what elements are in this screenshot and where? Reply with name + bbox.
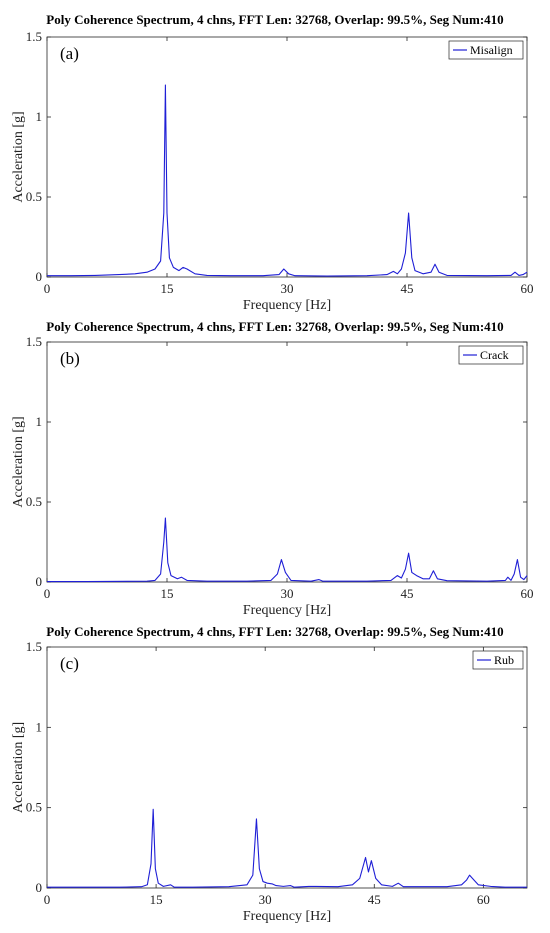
y-tick-label: 1: [36, 719, 43, 734]
y-tick-label: 1.5: [26, 29, 42, 44]
chart-svg-a: 0 15 30 45 60 0 0.5 1 1.5 Frequency [Hz] Accelerat…: [11, 29, 534, 313]
y-tick-label: 1.5: [26, 334, 42, 349]
x-axis-label: Frequency [Hz]: [243, 298, 331, 313]
y-tick-label: 0.5: [26, 189, 42, 204]
legend-label: Crack: [480, 348, 509, 362]
series-line: [47, 808, 527, 888]
chart-title: Poly Coherence Spectrum, 4 chns, FFT Len…: [46, 12, 504, 27]
x-tick-label: 60: [521, 586, 534, 601]
y-axis-label: Acceleration [g]: [11, 722, 26, 813]
x-tick-label: 30: [281, 586, 294, 601]
legend-label: Rub: [494, 653, 514, 667]
panel-letter: (b): [60, 349, 80, 368]
panel-letter: (a): [60, 44, 79, 63]
x-tick-label: 15: [161, 281, 174, 296]
x-tick-label: 0: [44, 586, 51, 601]
legend-box: [472, 650, 524, 670]
plot-frame: [46, 36, 528, 278]
y-tick-label: 1: [36, 109, 43, 124]
panel-letter: (c): [60, 654, 79, 673]
x-axis-label: Frequency [Hz]: [243, 603, 331, 618]
x-tick-label: 0: [44, 892, 51, 907]
x-tick-label: 15: [150, 892, 163, 907]
legend-label: Misalign: [470, 43, 513, 57]
panel-c: Poly Coherence Spectrum, 4 chns, FFT Len…: [0, 618, 550, 933]
y-tick-label: 0: [36, 269, 43, 284]
x-tick-label: 30: [281, 281, 294, 296]
legend-box: [448, 40, 524, 60]
y-tick-label: 0.5: [26, 800, 42, 815]
y-axis-label: Acceleration [g]: [11, 111, 26, 202]
y-tick-label: 0.5: [26, 494, 42, 509]
chart-svg-c: 0 15 30 45 60 0 0.5 1 1.5 Frequency [Hz] Accelerat…: [11, 639, 528, 924]
x-tick-label: 30: [259, 892, 272, 907]
series-line: [47, 517, 528, 583]
chart-svg-b: 0 15 30 45 60 0 0.5 1 1.5 Frequency [Hz] Accelerat…: [11, 334, 534, 618]
chart-title: Poly Coherence Spectrum, 4 chns, FFT Len…: [46, 319, 504, 334]
panel-b: Poly Coherence Spectrum, 4 chns, FFT Len…: [0, 310, 550, 618]
legend-box: [458, 345, 524, 365]
chart-title: Poly Coherence Spectrum, 4 chns, FFT Len…: [46, 624, 504, 639]
x-tick-label: 60: [477, 892, 490, 907]
x-tick-label: 60: [521, 281, 534, 296]
x-tick-label: 45: [401, 281, 414, 296]
x-axis-label: Frequency [Hz]: [243, 909, 331, 924]
y-tick-label: 1: [36, 414, 43, 429]
y-tick-label: 0: [36, 880, 43, 895]
plot-frame: [46, 646, 528, 889]
y-tick-label: 1.5: [26, 639, 42, 654]
x-tick-label: 0: [44, 281, 51, 296]
plot-frame: [46, 341, 528, 583]
panel-a: Poly Coherence Spectrum, 4 chns, FFT Len…: [0, 0, 550, 313]
series-line: [47, 84, 528, 277]
x-tick-label: 45: [401, 586, 414, 601]
y-tick-label: 0: [36, 574, 43, 589]
y-axis-label: Acceleration [g]: [11, 416, 26, 507]
x-tick-label: 15: [161, 586, 174, 601]
x-tick-label: 45: [368, 892, 381, 907]
